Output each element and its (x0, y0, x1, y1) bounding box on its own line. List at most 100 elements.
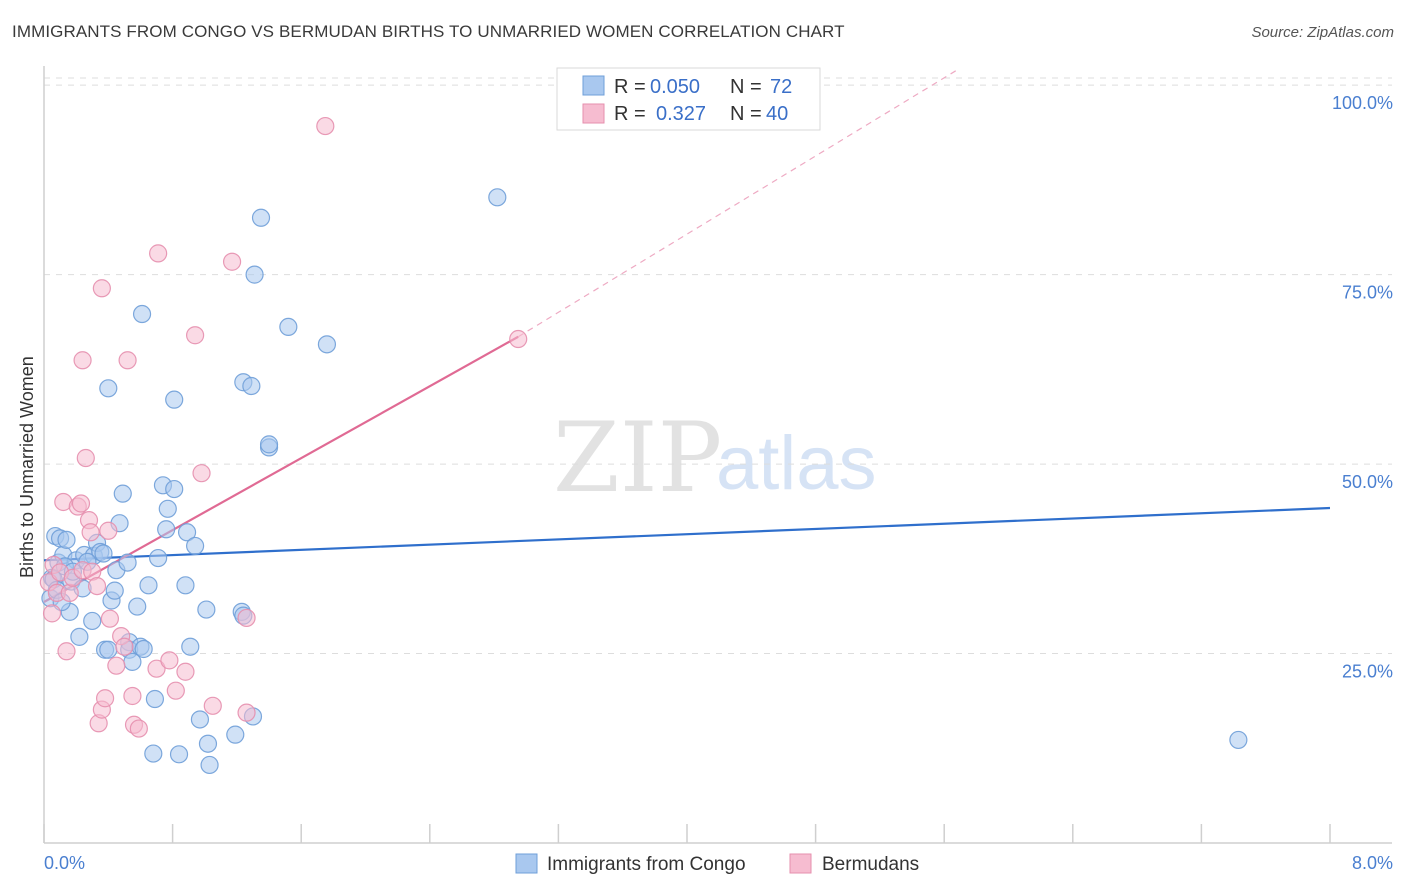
congo-point (177, 523, 197, 542)
chart-title: IMMIGRANTS FROM CONGO VS BERMUDAN BIRTHS… (12, 22, 845, 41)
bermudan-point (192, 464, 211, 483)
congo-point (165, 479, 184, 499)
congo-point (259, 435, 279, 454)
bermudan-point (316, 116, 335, 136)
congo-point (165, 390, 184, 409)
bottom-legend-swatch-blue (515, 853, 538, 874)
bottom-legend-swatch-pink (789, 853, 812, 874)
bermudan-point (92, 279, 111, 298)
bermudan-point (166, 681, 185, 700)
bermudan-point (95, 689, 115, 708)
congo-point (144, 744, 163, 763)
bermudan-point (237, 703, 256, 722)
bermudan-point (147, 659, 166, 678)
legend-n-value-1: 72 (770, 76, 792, 98)
congo-point (190, 710, 210, 729)
congo-point (139, 576, 158, 595)
legend-n-label-2: N = (730, 103, 762, 125)
tick-labels: 25.0% 50.0% 75.0% 100.0% 0.0% 8.0% (44, 93, 1393, 873)
congo-point (149, 548, 168, 568)
legend-n-label-1: N = (730, 76, 762, 98)
congo-trend-line (43, 506, 1331, 562)
bermudan-point (57, 642, 76, 661)
bermudan-point (115, 637, 134, 656)
x-tick-label: 8.0% (1352, 853, 1393, 873)
congo-point (488, 188, 507, 207)
bermudan-point (42, 604, 62, 623)
congo-point (1229, 730, 1248, 750)
y-tick-label: 100.0% (1332, 93, 1393, 113)
bermudan-trend-extension (517, 69, 958, 338)
watermark-atlas: atlas (716, 421, 877, 506)
trend-lines (43, 69, 1331, 603)
congo-point (99, 379, 118, 398)
bermudan-point (176, 662, 195, 681)
bermudan-point (118, 351, 137, 370)
bottom-legend-label-2: Bermudans (822, 854, 919, 875)
legend-r-value-1: 0.050 (650, 76, 700, 98)
congo-point (94, 544, 113, 563)
congo-point (198, 734, 218, 753)
congo-point (186, 536, 205, 556)
congo-point (242, 376, 261, 396)
congo-point (251, 208, 271, 227)
y-tick-label: 25.0% (1342, 662, 1393, 682)
congo-point (197, 600, 216, 619)
bermudan-point (76, 448, 95, 468)
bermudan-point (100, 609, 120, 628)
bottom-legend: Immigrants from Congo Bermudans (515, 853, 919, 875)
legend-r-label-1: R = (614, 76, 646, 98)
bermudan-point (123, 686, 142, 706)
congo-point (105, 581, 124, 600)
y-tick-label: 50.0% (1342, 472, 1393, 492)
bermudan-point (186, 326, 205, 345)
congo-point (70, 627, 89, 646)
congo-point (245, 265, 264, 284)
legend-r-label-2: R = (614, 103, 646, 125)
bermudan-point (71, 494, 91, 513)
y-tick-label: 75.0% (1342, 283, 1393, 303)
congo-point (145, 689, 165, 709)
legend-n-value-2: 40 (766, 103, 788, 125)
legend-swatch-pink (582, 103, 605, 124)
congo-point (83, 611, 102, 631)
legend-box: R = 0.050 N = 72 R = 0.327 N = 40 (556, 67, 821, 131)
watermark-zip: ZIP (553, 402, 722, 514)
bermudan-point (237, 608, 256, 628)
congo-point (317, 335, 337, 354)
congo-point (158, 499, 177, 518)
congo-point (132, 304, 152, 324)
scatter-points (39, 116, 1248, 775)
congo-point (169, 745, 189, 764)
bermudan-point (87, 576, 107, 596)
bermudan-point (160, 651, 179, 670)
legend-r-value-2: 0.327 (656, 103, 706, 125)
congo-point (176, 576, 195, 595)
axes (43, 66, 1392, 844)
congo-point (57, 530, 76, 549)
x-tick-label: 0.0% (44, 853, 85, 873)
congo-point (279, 317, 298, 337)
congo-point (134, 639, 153, 659)
legend-swatch-blue (582, 75, 605, 96)
congo-point (226, 725, 245, 744)
y-axis-title: Births to Unmarried Women (17, 356, 37, 578)
source-label: Source: ZipAtlas.com (1251, 24, 1394, 41)
congo-point (118, 553, 137, 572)
congo-point (157, 520, 176, 539)
bermudan-point (509, 329, 528, 349)
bermudan-point (60, 583, 79, 603)
bermudan-point (81, 523, 100, 542)
congo-point (181, 637, 200, 656)
congo-point (113, 484, 132, 503)
bermudan-point (73, 351, 92, 370)
congo-point (99, 640, 118, 659)
bermudan-point (129, 719, 148, 738)
congo-point (200, 755, 219, 775)
congo-point (128, 597, 147, 616)
bermudan-point (99, 521, 118, 540)
bermudan-point (203, 696, 222, 715)
grid-lines (44, 77, 1392, 655)
bermudan-point (222, 252, 242, 271)
